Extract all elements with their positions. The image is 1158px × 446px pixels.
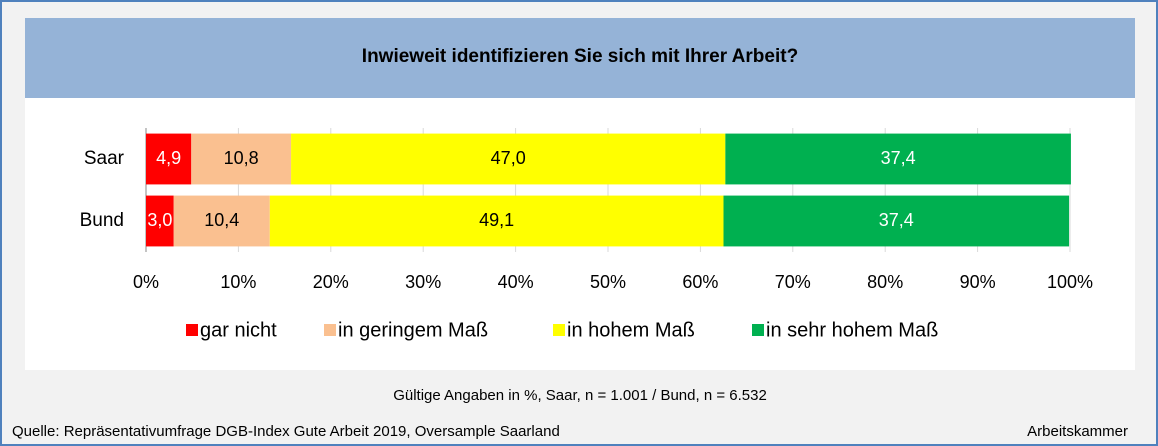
- data-label: 3,0: [147, 210, 172, 230]
- credit: Arbeitskammer: [1027, 423, 1128, 440]
- x-tick-label: 90%: [960, 272, 996, 292]
- legend-swatch: [324, 324, 336, 336]
- x-tick-label: 50%: [590, 272, 626, 292]
- legend-label: gar nicht: [200, 319, 277, 341]
- x-tick-label: 10%: [220, 272, 256, 292]
- bar-segment: [291, 133, 726, 185]
- data-label: 37,4: [879, 210, 914, 230]
- x-tick-label: 80%: [867, 272, 903, 292]
- legend-label: in sehr hohem Maß: [766, 319, 938, 341]
- bar-segment: [725, 133, 1071, 185]
- x-tick-label: 60%: [682, 272, 718, 292]
- bar-segment: [269, 195, 724, 247]
- legend-label: in hohem Maß: [567, 319, 695, 341]
- title-band: [25, 18, 1135, 98]
- bar-segment: [146, 133, 192, 185]
- source: Quelle: Repräsentativumfrage DGB-Index G…: [12, 423, 560, 440]
- chart-title: Inwieweit identifizieren Sie sich mit Ih…: [362, 46, 798, 67]
- x-tick-label: 30%: [405, 272, 441, 292]
- y-tick-label: Saar: [84, 148, 125, 169]
- bar-segment: [146, 195, 174, 247]
- x-tick-label: 70%: [775, 272, 811, 292]
- legend-swatch: [186, 324, 198, 336]
- x-tick-label: 20%: [313, 272, 349, 292]
- bar-segment: [723, 195, 1070, 247]
- legend-swatch: [553, 324, 565, 336]
- x-tick-label: 40%: [498, 272, 534, 292]
- data-label: 47,0: [491, 148, 526, 168]
- note: Gültige Angaben in %, Saar, n = 1.001 / …: [393, 387, 767, 404]
- y-tick-label: Bund: [80, 210, 124, 231]
- bar-segment: [173, 195, 270, 247]
- data-label: 37,4: [881, 148, 916, 168]
- legend-swatch: [752, 324, 764, 336]
- data-label: 49,1: [479, 210, 514, 230]
- data-label: 10,4: [204, 210, 239, 230]
- x-tick-label: 0%: [133, 272, 159, 292]
- x-tick-label: 100%: [1047, 272, 1093, 292]
- data-label: 4,9: [156, 148, 181, 168]
- data-label: 10,8: [224, 148, 259, 168]
- legend-label: in geringem Maß: [338, 319, 488, 341]
- bar-segment: [191, 133, 292, 185]
